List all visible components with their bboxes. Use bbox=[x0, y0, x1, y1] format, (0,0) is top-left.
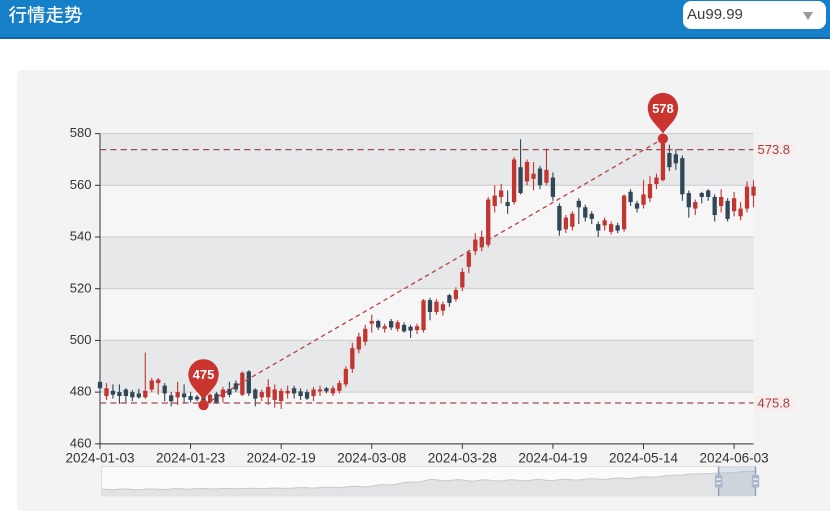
svg-text:2024-03-08: 2024-03-08 bbox=[337, 450, 406, 465]
svg-text:580: 580 bbox=[70, 125, 92, 140]
svg-text:2024-03-28: 2024-03-28 bbox=[428, 450, 497, 465]
svg-text:500: 500 bbox=[70, 332, 92, 347]
svg-text:520: 520 bbox=[70, 280, 92, 295]
svg-text:480: 480 bbox=[70, 384, 92, 399]
svg-text:560: 560 bbox=[70, 177, 92, 192]
svg-text:475.8: 475.8 bbox=[758, 395, 791, 410]
svg-text:573.8: 573.8 bbox=[758, 142, 791, 157]
svg-text:2024-04-19: 2024-04-19 bbox=[518, 450, 587, 465]
svg-text:578: 578 bbox=[652, 101, 674, 116]
svg-text:2024-01-23: 2024-01-23 bbox=[156, 450, 225, 465]
svg-text:2024-02-19: 2024-02-19 bbox=[247, 450, 316, 465]
svg-text:540: 540 bbox=[70, 229, 92, 244]
svg-text:475: 475 bbox=[193, 367, 215, 382]
svg-text:2024-06-03: 2024-06-03 bbox=[700, 450, 769, 465]
svg-text:2024-01-03: 2024-01-03 bbox=[65, 450, 134, 465]
svg-text:460: 460 bbox=[70, 435, 92, 450]
svg-text:2024-05-14: 2024-05-14 bbox=[609, 450, 679, 465]
